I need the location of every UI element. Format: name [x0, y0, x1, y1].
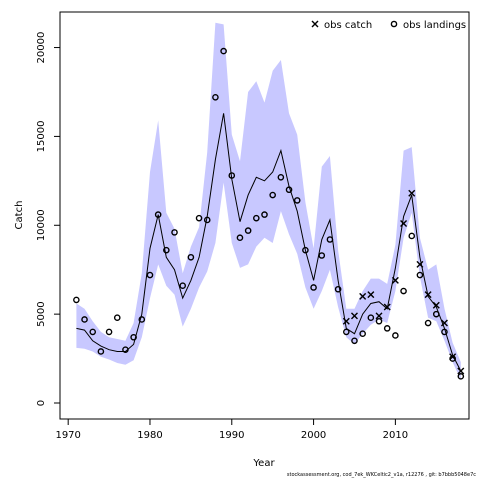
obs-catch-point	[432, 301, 440, 309]
y-axis-title: Catch	[14, 201, 25, 230]
obs-catch-point	[457, 367, 465, 375]
obs-landings-point	[105, 328, 113, 336]
obs-landings-point	[310, 284, 317, 291]
obs-catch-point	[416, 260, 424, 268]
y-tick-label: 10000	[36, 209, 47, 241]
obs-landings-point	[441, 328, 448, 336]
obs-landings-point	[277, 173, 285, 181]
obs-landings-point	[253, 214, 260, 222]
obs-landings-point	[334, 285, 342, 293]
obs-landings-point	[449, 355, 456, 362]
plot-frame	[59, 11, 470, 420]
obs-landings-point	[457, 373, 465, 380]
obs-landings-point	[392, 332, 399, 339]
x-axis: 1970 1980 1990 2000 2010	[55, 419, 408, 441]
legend: obs catch obs landings	[311, 20, 466, 31]
obs-landings-point	[195, 214, 203, 222]
estimate-line-layer	[76, 113, 462, 372]
x-tick-label: 2010	[383, 430, 408, 441]
obs-landings-point	[97, 348, 105, 355]
obs-catch-point	[359, 292, 367, 300]
obs-catch-point	[350, 312, 358, 320]
estimate-line	[76, 113, 462, 372]
obs-landings-point	[171, 229, 178, 236]
obs-landings-point	[408, 232, 416, 240]
y-tick-label: 20000	[36, 32, 47, 64]
obs-landings-point	[293, 197, 301, 204]
obs-landings-point	[220, 47, 227, 55]
obs-catch-point	[375, 312, 383, 320]
legend-catch-marker-icon	[311, 20, 319, 28]
obs-landings-point	[326, 236, 334, 243]
obs-landings-point	[73, 296, 80, 304]
obs-landings-point	[383, 325, 391, 332]
obs-landings-point	[154, 211, 162, 218]
obs-catch-point	[391, 276, 399, 284]
obs-catch-point	[440, 319, 448, 327]
obs-landings-point	[342, 328, 350, 336]
confidence-band	[76, 22, 461, 380]
obs-landings-point	[400, 287, 407, 295]
footer-credit: stockassessment.org, cod_7ek_WKCeltic2_v…	[286, 472, 476, 478]
obs-catch-point	[342, 317, 350, 325]
x-axis-title: Year	[252, 458, 275, 469]
obs-landings-point	[187, 253, 195, 261]
obs-landings-point	[236, 234, 244, 242]
obs-landings-point	[138, 316, 146, 323]
obs-landings-point	[122, 346, 129, 353]
obs-landings-point	[367, 314, 375, 321]
legend-landings-marker-icon	[390, 20, 398, 28]
x-tick-label: 1990	[219, 430, 244, 441]
obs-catch-point	[424, 291, 432, 299]
y-tick-label: 15000	[36, 121, 47, 153]
obs-landings-point	[416, 271, 424, 279]
obs-landings-point	[130, 333, 137, 341]
obs-landings-point	[375, 317, 383, 325]
x-tick-label: 1970	[55, 430, 80, 441]
obs-landings-point	[351, 337, 358, 345]
obs-landings-point	[212, 94, 219, 101]
obs-landings-point	[261, 211, 268, 218]
legend-label-obs-landings: obs landings	[403, 20, 466, 31]
obs-landings-point	[285, 186, 293, 194]
x-tick-label: 2000	[301, 430, 326, 441]
obs-landings-point	[359, 330, 366, 337]
obs-catch-point	[383, 303, 391, 311]
obs-catch-point	[367, 291, 375, 299]
observation-points-layer	[73, 47, 465, 380]
obs-landings-point	[318, 252, 326, 259]
obs-catch-point	[400, 220, 408, 227]
y-tick-label: 0	[36, 400, 47, 406]
y-axis: 0 5000 10000 15000 20000	[36, 32, 60, 406]
obs-catch-point	[408, 189, 416, 197]
obs-landings-point	[113, 314, 121, 321]
obs-landings-point	[424, 319, 432, 327]
obs-landings-point	[302, 246, 309, 254]
obs-landings-point	[203, 216, 211, 224]
obs-landings-point	[244, 227, 252, 234]
confidence-band-layer	[76, 22, 461, 380]
obs-landings-point	[432, 310, 440, 318]
obs-landings-point	[81, 316, 88, 323]
obs-landings-point	[163, 246, 170, 254]
obs-landings-point	[89, 328, 97, 336]
legend-label-obs-catch: obs catch	[324, 20, 372, 31]
x-tick-label: 1980	[137, 430, 162, 441]
obs-landings-point	[269, 191, 276, 199]
obs-landings-point	[179, 282, 186, 290]
obs-landings-point	[146, 271, 154, 279]
obs-landings-point	[228, 172, 236, 179]
y-tick-label: 5000	[36, 301, 47, 326]
